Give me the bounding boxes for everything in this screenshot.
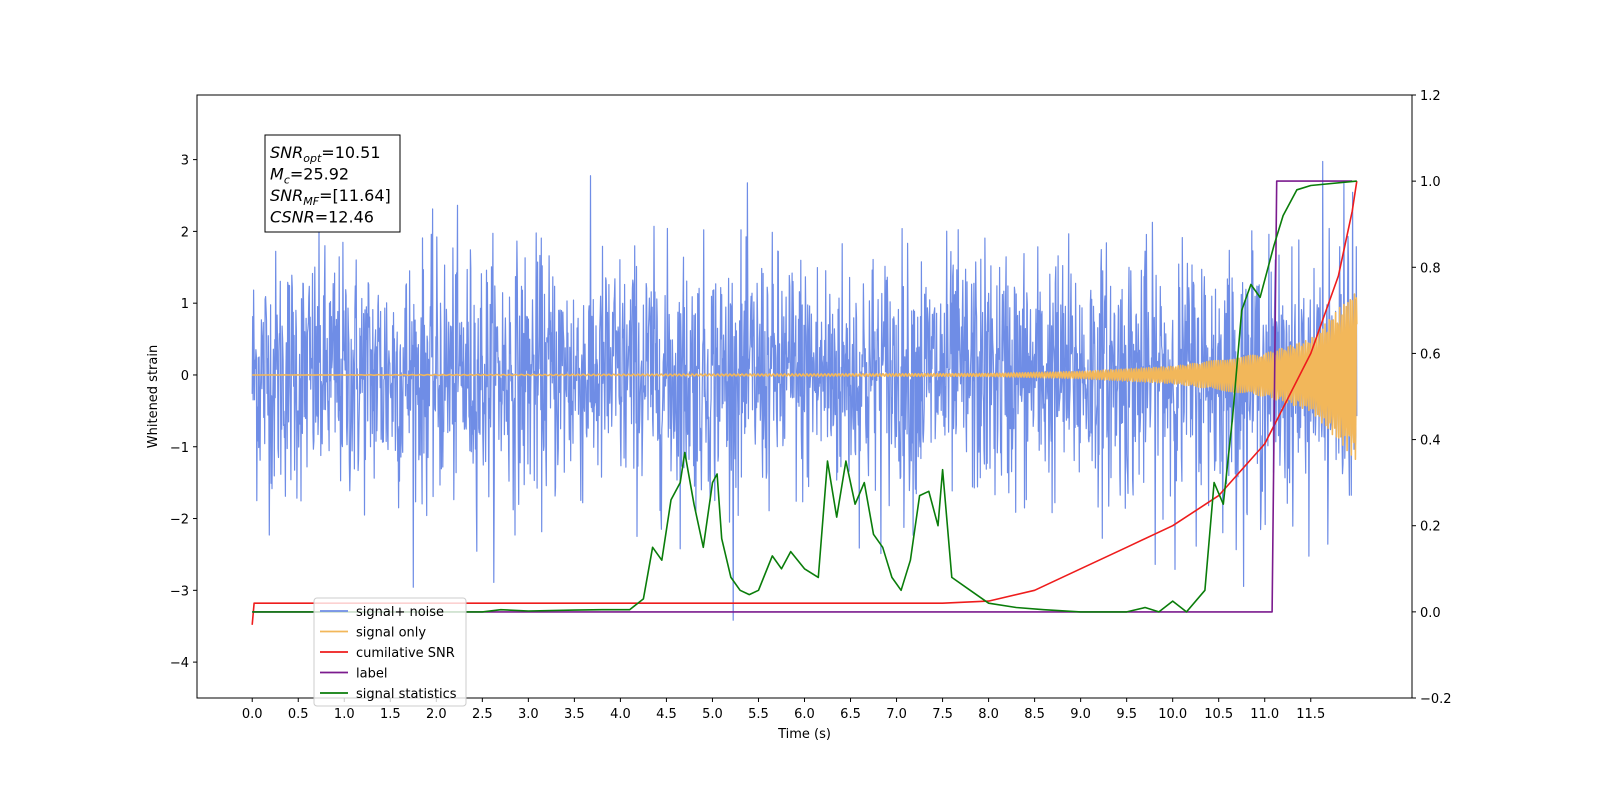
x-tick-label: 10.0 [1158,707,1187,722]
x-tick-label: 2.0 [426,707,447,722]
y-tick-label-left: 3 [181,154,189,169]
y-tick-label-right: 1.0 [1420,175,1441,190]
series-signal-noise [251,160,1358,621]
legend-label: signal statistics [356,687,457,702]
y-tick-label-left: −4 [170,656,189,671]
annotation-line: SNRopt=10.51 [270,143,381,165]
y-axis-left: −4 −3 −2 −1 0 1 2 3 [170,154,197,671]
annotation-line: SNRMF=[11.64] [270,186,391,208]
legend-label: signal only [356,626,426,641]
x-axis: 0.0 0.5 1.0 1.5 2.0 2.5 3.0 3.5 4.0 4.5 5.0 5.5 6.0 6… [242,698,1325,722]
y-tick-label-right: 1.2 [1420,89,1441,104]
x-tick-label: 0.5 [288,707,309,722]
x-tick-label: 5.5 [748,707,769,722]
x-tick-label: 3.5 [564,707,585,722]
x-tick-label: 10.5 [1204,707,1233,722]
series-cumilative-snr [251,180,1358,625]
annotation-line: Mc=25.92 [270,165,349,187]
legend: signal+ noise signal only cumilative SNR la… [313,597,467,707]
x-tick-label: 3.0 [518,707,539,722]
x-tick-label: 8.0 [978,707,999,722]
y-tick-label-right: 0.0 [1420,606,1441,621]
series-label [252,180,1353,613]
annotation-box-frame [264,134,401,233]
x-tick-label: 9.0 [1070,707,1091,722]
x-tick-label: 5.0 [702,707,723,722]
series-signal-statistics [252,180,1357,613]
legend-label: signal+ noise [356,605,444,620]
x-tick-label: 2.5 [472,707,493,722]
y-tick-label-right: 0.2 [1420,520,1441,535]
x-tick-label: 6.5 [840,707,861,722]
legend-label: cumilative SNR [356,646,455,661]
x-tick-label: 4.0 [610,707,631,722]
y-tick-label-left: −1 [170,441,189,456]
y-tick-label-right: −0.2 [1420,692,1452,707]
x-tick-label: 1.0 [334,707,355,722]
x-tick-label: 6.0 [794,707,815,722]
y-tick-label-left: −3 [170,584,189,599]
x-tick-label: 8.5 [1024,707,1045,722]
y-tick-label-right: 0.4 [1420,434,1441,449]
y-tick-label-right: 0.8 [1420,261,1441,276]
series-layer [251,160,1358,625]
y-tick-label-right: 0.6 [1420,347,1441,362]
x-tick-label: 11.5 [1296,707,1325,722]
x-tick-label: 9.5 [1116,707,1137,722]
y-axis-label: Whitened strain [146,345,161,448]
legend-label: label [356,667,387,682]
x-tick-label: 7.5 [932,707,953,722]
x-tick-label: 7.0 [886,707,907,722]
stats-annotation-box: SNRopt=10.51Mc=25.92SNRMF=[11.64]CSNR=12… [264,134,401,233]
y-tick-label-left: 0 [181,369,189,384]
y-axis-right: −0.2 0.0 0.2 0.4 0.6 0.8 1.0 1.2 [1412,89,1452,707]
annotation-line: CSNR=12.46 [270,208,374,227]
legend-frame [313,597,467,707]
x-tick-label: 4.5 [656,707,677,722]
y-tick-label-left: −2 [170,513,189,528]
series-signal-only [251,293,1358,460]
x-tick-label: 0.0 [242,707,263,722]
y-tick-label-left: 2 [181,225,189,240]
x-axis-label: Time (s) [777,727,831,742]
y-tick-label-left: 1 [181,297,189,312]
x-tick-label: 11.0 [1250,707,1279,722]
x-tick-label: 1.5 [380,707,401,722]
